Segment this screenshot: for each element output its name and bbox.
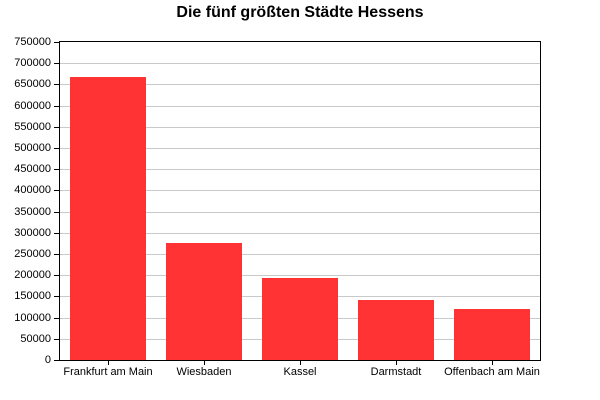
y-axis-tick bbox=[54, 63, 59, 64]
gridline bbox=[60, 254, 540, 255]
gridline bbox=[60, 275, 540, 276]
y-axis-tick bbox=[54, 127, 59, 128]
gridline bbox=[60, 169, 540, 170]
y-axis-tick bbox=[54, 254, 59, 255]
y-tick-label: 550000 bbox=[14, 121, 51, 133]
gridline bbox=[60, 127, 540, 128]
y-tick-label: 0 bbox=[44, 354, 51, 366]
x-tick-label: Offenbach am Main bbox=[444, 366, 540, 378]
gridline bbox=[60, 148, 540, 149]
gridline bbox=[60, 106, 540, 107]
x-tick-label: Frankfurt am Main bbox=[63, 366, 153, 378]
y-axis-tick bbox=[54, 169, 59, 170]
y-tick-label: 600000 bbox=[14, 100, 51, 112]
gridline bbox=[60, 190, 540, 191]
x-axis-tick bbox=[396, 361, 397, 365]
x-tick-label: Darmstadt bbox=[370, 366, 422, 378]
y-tick-label: 400000 bbox=[14, 184, 51, 196]
chart-title: Die fünf größten Städte Hessens bbox=[176, 4, 424, 21]
y-tick-label: 250000 bbox=[14, 248, 51, 260]
bar bbox=[358, 300, 434, 360]
y-tick-label: 50000 bbox=[20, 333, 51, 345]
y-tick-label: 200000 bbox=[14, 269, 51, 281]
y-axis-tick bbox=[54, 275, 59, 276]
x-axis-tick bbox=[108, 361, 109, 365]
y-axis-tick bbox=[54, 233, 59, 234]
y-tick-label: 450000 bbox=[14, 163, 51, 175]
x-axis-tick bbox=[492, 361, 493, 365]
gridline bbox=[60, 212, 540, 213]
y-tick-label: 700000 bbox=[14, 57, 51, 69]
y-axis-tick bbox=[54, 84, 59, 85]
y-axis-tick bbox=[54, 360, 59, 361]
y-tick-label: 500000 bbox=[14, 142, 51, 154]
y-tick-label: 650000 bbox=[14, 78, 51, 90]
y-tick-label: 750000 bbox=[14, 36, 51, 48]
y-axis-tick bbox=[54, 106, 59, 107]
y-tick-label: 300000 bbox=[14, 227, 51, 239]
x-tick-label: Kassel bbox=[283, 366, 317, 378]
bar bbox=[262, 278, 338, 360]
plot-area bbox=[59, 41, 541, 361]
y-axis-tick bbox=[54, 212, 59, 213]
x-axis-tick bbox=[300, 361, 301, 365]
x-axis-tick bbox=[204, 361, 205, 365]
y-axis-tick bbox=[54, 339, 59, 340]
y-tick-label: 100000 bbox=[14, 312, 51, 324]
y-axis-tick bbox=[54, 318, 59, 319]
x-tick-label: Wiesbaden bbox=[176, 366, 232, 378]
y-axis-tick bbox=[54, 148, 59, 149]
gridline bbox=[60, 63, 540, 64]
y-axis-tick bbox=[54, 42, 59, 43]
bar bbox=[70, 77, 146, 360]
gridline bbox=[60, 233, 540, 234]
gridline bbox=[60, 84, 540, 85]
y-axis-tick bbox=[54, 296, 59, 297]
y-axis-tick bbox=[54, 190, 59, 191]
y-tick-label: 350000 bbox=[14, 206, 51, 218]
bar bbox=[166, 243, 242, 360]
bar bbox=[454, 309, 530, 360]
y-tick-label: 150000 bbox=[14, 290, 51, 302]
